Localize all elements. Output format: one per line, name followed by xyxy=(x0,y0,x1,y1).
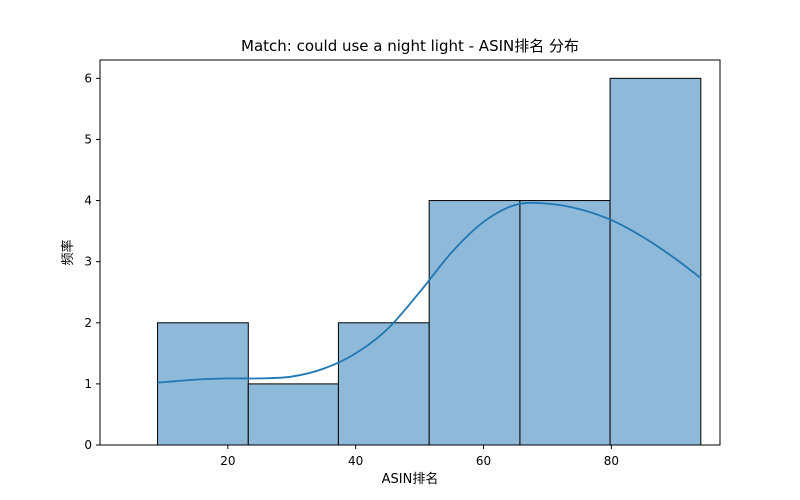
x-axis-label: ASIN排名 xyxy=(382,471,439,487)
x-tick-label: 60 xyxy=(476,454,491,468)
x-axis-ticks: 20 40 60 80 xyxy=(220,445,619,468)
y-tick-label: 3 xyxy=(84,255,92,269)
kde-density-line xyxy=(157,201,702,384)
histogram-bar-6 xyxy=(609,77,702,446)
chart-title: Match: could use a night light - ASIN排名 … xyxy=(241,37,579,55)
histogram-bar-3 xyxy=(337,322,430,446)
x-tick-label: 20 xyxy=(220,454,235,468)
histogram-bar-1 xyxy=(157,322,249,446)
bars-layer xyxy=(157,77,702,446)
histogram-bar-5 xyxy=(519,200,611,446)
x-tick-label: 80 xyxy=(604,454,619,468)
y-tick-label: 5 xyxy=(84,132,92,146)
y-tick-label: 1 xyxy=(84,377,92,391)
y-tick-label: 2 xyxy=(84,316,92,330)
y-axis-ticks: 0 1 2 3 4 5 6 xyxy=(84,71,100,452)
x-tick-label: 40 xyxy=(348,454,363,468)
y-tick-label: 0 xyxy=(84,438,92,452)
kde-layer xyxy=(157,201,702,384)
y-axis-label: 频率 xyxy=(60,239,76,265)
y-tick-label: 4 xyxy=(84,194,92,208)
plot-area-frame xyxy=(99,59,721,446)
histogram-bar-4 xyxy=(428,200,521,446)
y-tick-label: 6 xyxy=(84,71,92,85)
histogram-bar-2 xyxy=(247,383,339,446)
